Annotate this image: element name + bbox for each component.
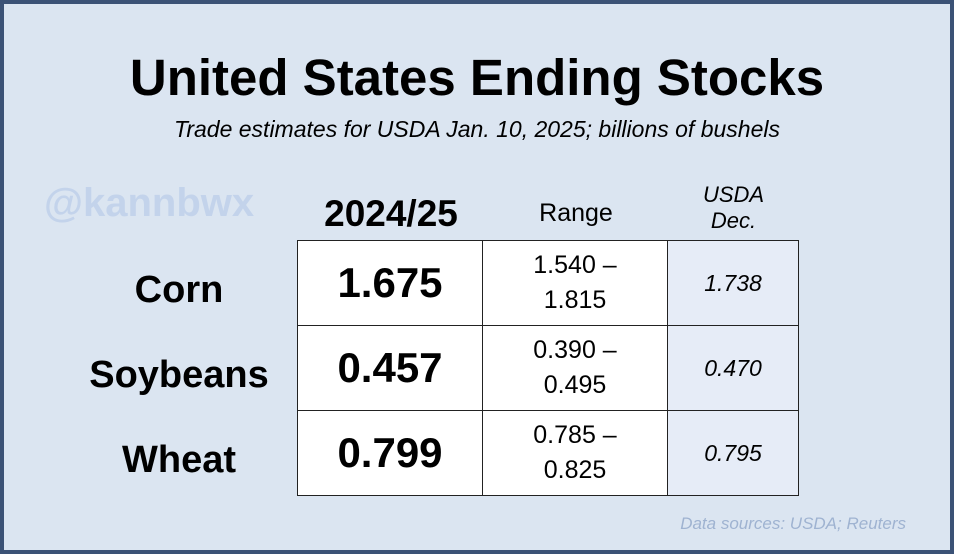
range-high-soybeans: 0.495 <box>543 371 607 399</box>
table-row-wheat: 0.799 0.785 – 0.825 0.795 <box>297 410 799 496</box>
column-header-usda-dec: USDA Dec. <box>668 182 799 234</box>
cell-range-wheat: 0.785 – 0.825 <box>482 410 668 496</box>
column-header-range: Range <box>539 199 613 227</box>
range-high-corn: 1.815 <box>543 286 607 314</box>
column-header-usda-line1: USDA <box>702 182 765 207</box>
column-header-usda-line2: Dec. <box>710 208 757 233</box>
cell-range-corn: 1.540 – 1.815 <box>482 240 668 326</box>
chart-subtitle: Trade estimates for USDA Jan. 10, 2025; … <box>174 116 780 142</box>
data-source-note: Data sources: USDA; Reuters <box>680 514 906 533</box>
table-row-corn: 1.675 1.540 – 1.815 1.738 <box>297 240 799 326</box>
cell-usda-corn: 1.738 <box>667 240 799 326</box>
data-table: 1.675 1.540 – 1.815 1.738 0.457 0.390 – … <box>297 240 799 496</box>
row-label-soybeans: Soybeans <box>89 354 269 396</box>
range-low-wheat: 0.785 – <box>533 421 617 449</box>
column-header-estimate: 2024/25 <box>324 193 458 234</box>
cell-estimate-wheat: 0.799 <box>297 410 483 496</box>
watermark: @kannbwx <box>44 181 255 225</box>
cell-usda-soybeans: 0.470 <box>667 325 799 411</box>
range-low-corn: 1.540 – <box>533 251 617 279</box>
chart-title: United States Ending Stocks <box>129 49 825 106</box>
range-low-soybeans: 0.390 – <box>533 336 617 364</box>
cell-usda-wheat: 0.795 <box>667 410 799 496</box>
table-row-soybeans: 0.457 0.390 – 0.495 0.470 <box>297 325 799 411</box>
cell-estimate-corn: 1.675 <box>297 240 483 326</box>
range-high-wheat: 0.825 <box>543 456 607 484</box>
row-label-wheat: Wheat <box>122 439 236 481</box>
cell-range-soybeans: 0.390 – 0.495 <box>482 325 668 411</box>
cell-estimate-soybeans: 0.457 <box>297 325 483 411</box>
row-label-corn: Corn <box>134 269 224 311</box>
